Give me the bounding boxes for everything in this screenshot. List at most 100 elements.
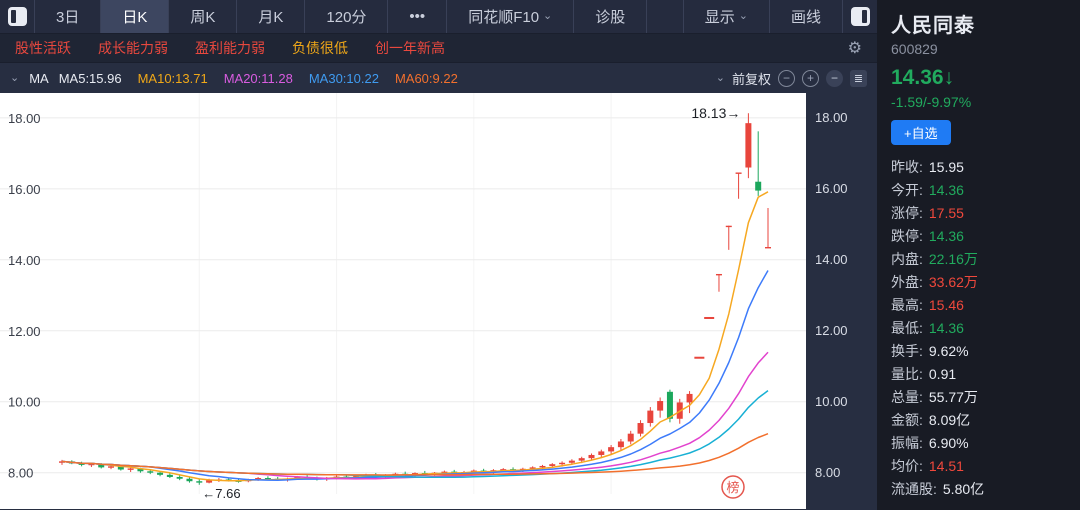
candle (627, 433, 634, 442)
candle (617, 441, 624, 448)
candle (704, 316, 715, 319)
candle (78, 463, 85, 465)
stock-tags-bar: 股性活跃 成长能力弱 盈利能力弱 负债很低 创一年新高 ⚙ (0, 34, 877, 63)
stat-row: 最高: 15.46 (891, 293, 1070, 316)
stock-info-sidebar: 人民同泰 600829 14.36↓ -1.59/-9.97% +自选 昨收: 1… (877, 0, 1080, 510)
chart-region: 18.00 16.00 14.00 12.00 10.00 8.00 18.13→ ←7.66… (0, 93, 877, 510)
toolbar-spacer (647, 0, 682, 33)
candle (108, 466, 115, 468)
chart-settings-button[interactable]: ≣ (850, 69, 867, 87)
candle (735, 172, 742, 174)
panel-left-icon[interactable] (7, 7, 27, 26)
stat-label: 量比: (891, 365, 923, 382)
ma-lines-layer (61, 191, 769, 482)
tab-3day[interactable]: 3日 (35, 0, 102, 33)
add-watchlist-button[interactable]: +自选 (891, 120, 951, 145)
candle (559, 462, 566, 465)
ma-values: MA5:15.96 MA10:13.71 MA20:11.28 MA30:10.22 M… (59, 71, 458, 86)
stat-label: 昨收: (891, 158, 923, 175)
high-price-annotation: 18.13→ (691, 105, 740, 121)
stat-row: 外盘: 33.62万 (891, 270, 1070, 293)
adjust-mode-dropdown[interactable]: 前复权 (731, 71, 771, 87)
candlestick-chart[interactable]: 18.00 16.00 14.00 12.00 10.00 8.00 18.13→ ←7.66… (0, 93, 806, 509)
ma-value: MA30:10.22 (308, 70, 379, 86)
price-value: 14.36 (891, 66, 944, 89)
stock-tag[interactable]: 成长能力弱 (98, 40, 168, 56)
candle (588, 454, 595, 459)
panel-right-icon[interactable] (850, 7, 870, 26)
dropdown-label: 显示 (704, 9, 735, 26)
collapse-indicator-button[interactable]: − (826, 69, 843, 87)
candle (176, 476, 183, 479)
candle (608, 447, 615, 452)
stat-row: 涨停: 17.55 (891, 201, 1070, 224)
zoom-out-button[interactable]: − (778, 69, 795, 87)
stat-label: 最低: (891, 319, 923, 336)
stock-tag[interactable]: 负债很低 (292, 40, 348, 56)
tab-label: 同花顺F10 (468, 9, 540, 26)
panel-toggle-left[interactable] (0, 0, 35, 33)
right-axis-label: 8.00 (815, 464, 841, 480)
stat-value: 22.16万 (928, 250, 978, 267)
chevron-down-icon: ⌄ (543, 10, 553, 22)
stat-label: 最高: (891, 296, 923, 313)
zoom-in-button[interactable]: + (802, 69, 819, 87)
stat-value: 9.62% (928, 342, 969, 359)
candle (117, 466, 124, 470)
candle (529, 467, 536, 469)
stat-value: 55.77万 (928, 388, 978, 405)
tab-more-periods[interactable]: ••• (388, 0, 448, 33)
candle (98, 463, 105, 468)
tab-diagnose-stock[interactable]: 诊股 (574, 0, 648, 33)
tab-120min[interactable]: 120分 (305, 0, 389, 33)
annotations-layer: 18.13→ ←7.66 榜 (202, 105, 745, 501)
current-price: 14.36↓ (891, 66, 1070, 90)
candle (657, 401, 664, 411)
stat-label: 跌停: (891, 227, 923, 244)
low-price-annotation: ←7.66 (202, 486, 240, 501)
tab-ths-f10[interactable]: 同花顺F10 ⌄ (447, 0, 575, 33)
right-axis-label: 14.00 (815, 251, 848, 267)
candle (745, 123, 752, 168)
stat-row: 换手: 9.62% (891, 339, 1070, 362)
stat-row: 内盘: 22.16万 (891, 247, 1070, 270)
tab-daily-k[interactable]: 日K (101, 0, 170, 33)
rank-stamp[interactable]: 榜 (721, 475, 745, 499)
right-axis-label: 18.00 (815, 109, 848, 125)
candle (755, 181, 762, 191)
stat-value: 14.36 (928, 319, 964, 336)
gear-icon[interactable]: ⚙ (847, 40, 862, 57)
panel-toggle-right[interactable] (843, 0, 877, 33)
tab-weekly-k[interactable]: 周K (169, 0, 238, 33)
stat-label: 外盘: (891, 273, 923, 290)
stat-label: 涨停: (891, 204, 923, 221)
candle (412, 473, 418, 475)
stock-tag[interactable]: 创一年新高 (375, 40, 445, 56)
stat-value: 14.36 (928, 227, 964, 244)
tab-monthly-k[interactable]: 月K (237, 0, 306, 33)
stat-label: 均价: (891, 457, 923, 474)
display-dropdown[interactable]: 显示 ⌄ (682, 0, 770, 33)
stat-label: 总量: (891, 388, 923, 405)
candle (694, 356, 705, 359)
stock-tag[interactable]: 股性活跃 (15, 40, 71, 56)
right-price-axis: 18.00 16.00 14.00 12.00 10.00 8.00 (806, 93, 877, 510)
draw-line-button[interactable]: 画线 (770, 0, 843, 33)
svg-text:榜: 榜 (726, 480, 739, 495)
chevron-down-icon[interactable]: ⌄ (10, 71, 20, 84)
candle (137, 468, 144, 472)
stats-list: 昨收: 15.95 今开: 14.36 涨停: 17.55 跌停: 14.36 内盘: 22.16… (891, 155, 1070, 500)
left-axis-label: 18.00 (8, 111, 41, 126)
candle (715, 273, 722, 276)
ma-value: MA60:9.22 (394, 70, 458, 86)
grid-layer: 18.00 16.00 14.00 12.00 10.00 8.00 (0, 93, 806, 494)
stat-row: 流通股: 5.80亿 (891, 477, 1070, 500)
stat-row: 振幅: 6.90% (891, 431, 1070, 454)
left-axis-label: 16.00 (8, 182, 41, 197)
candle (598, 451, 605, 455)
stat-value: 0.91 (928, 365, 957, 382)
candle (549, 464, 556, 466)
stock-tag[interactable]: 盈利能力弱 (195, 40, 265, 56)
ma-value: MA10:13.71 (137, 70, 208, 86)
